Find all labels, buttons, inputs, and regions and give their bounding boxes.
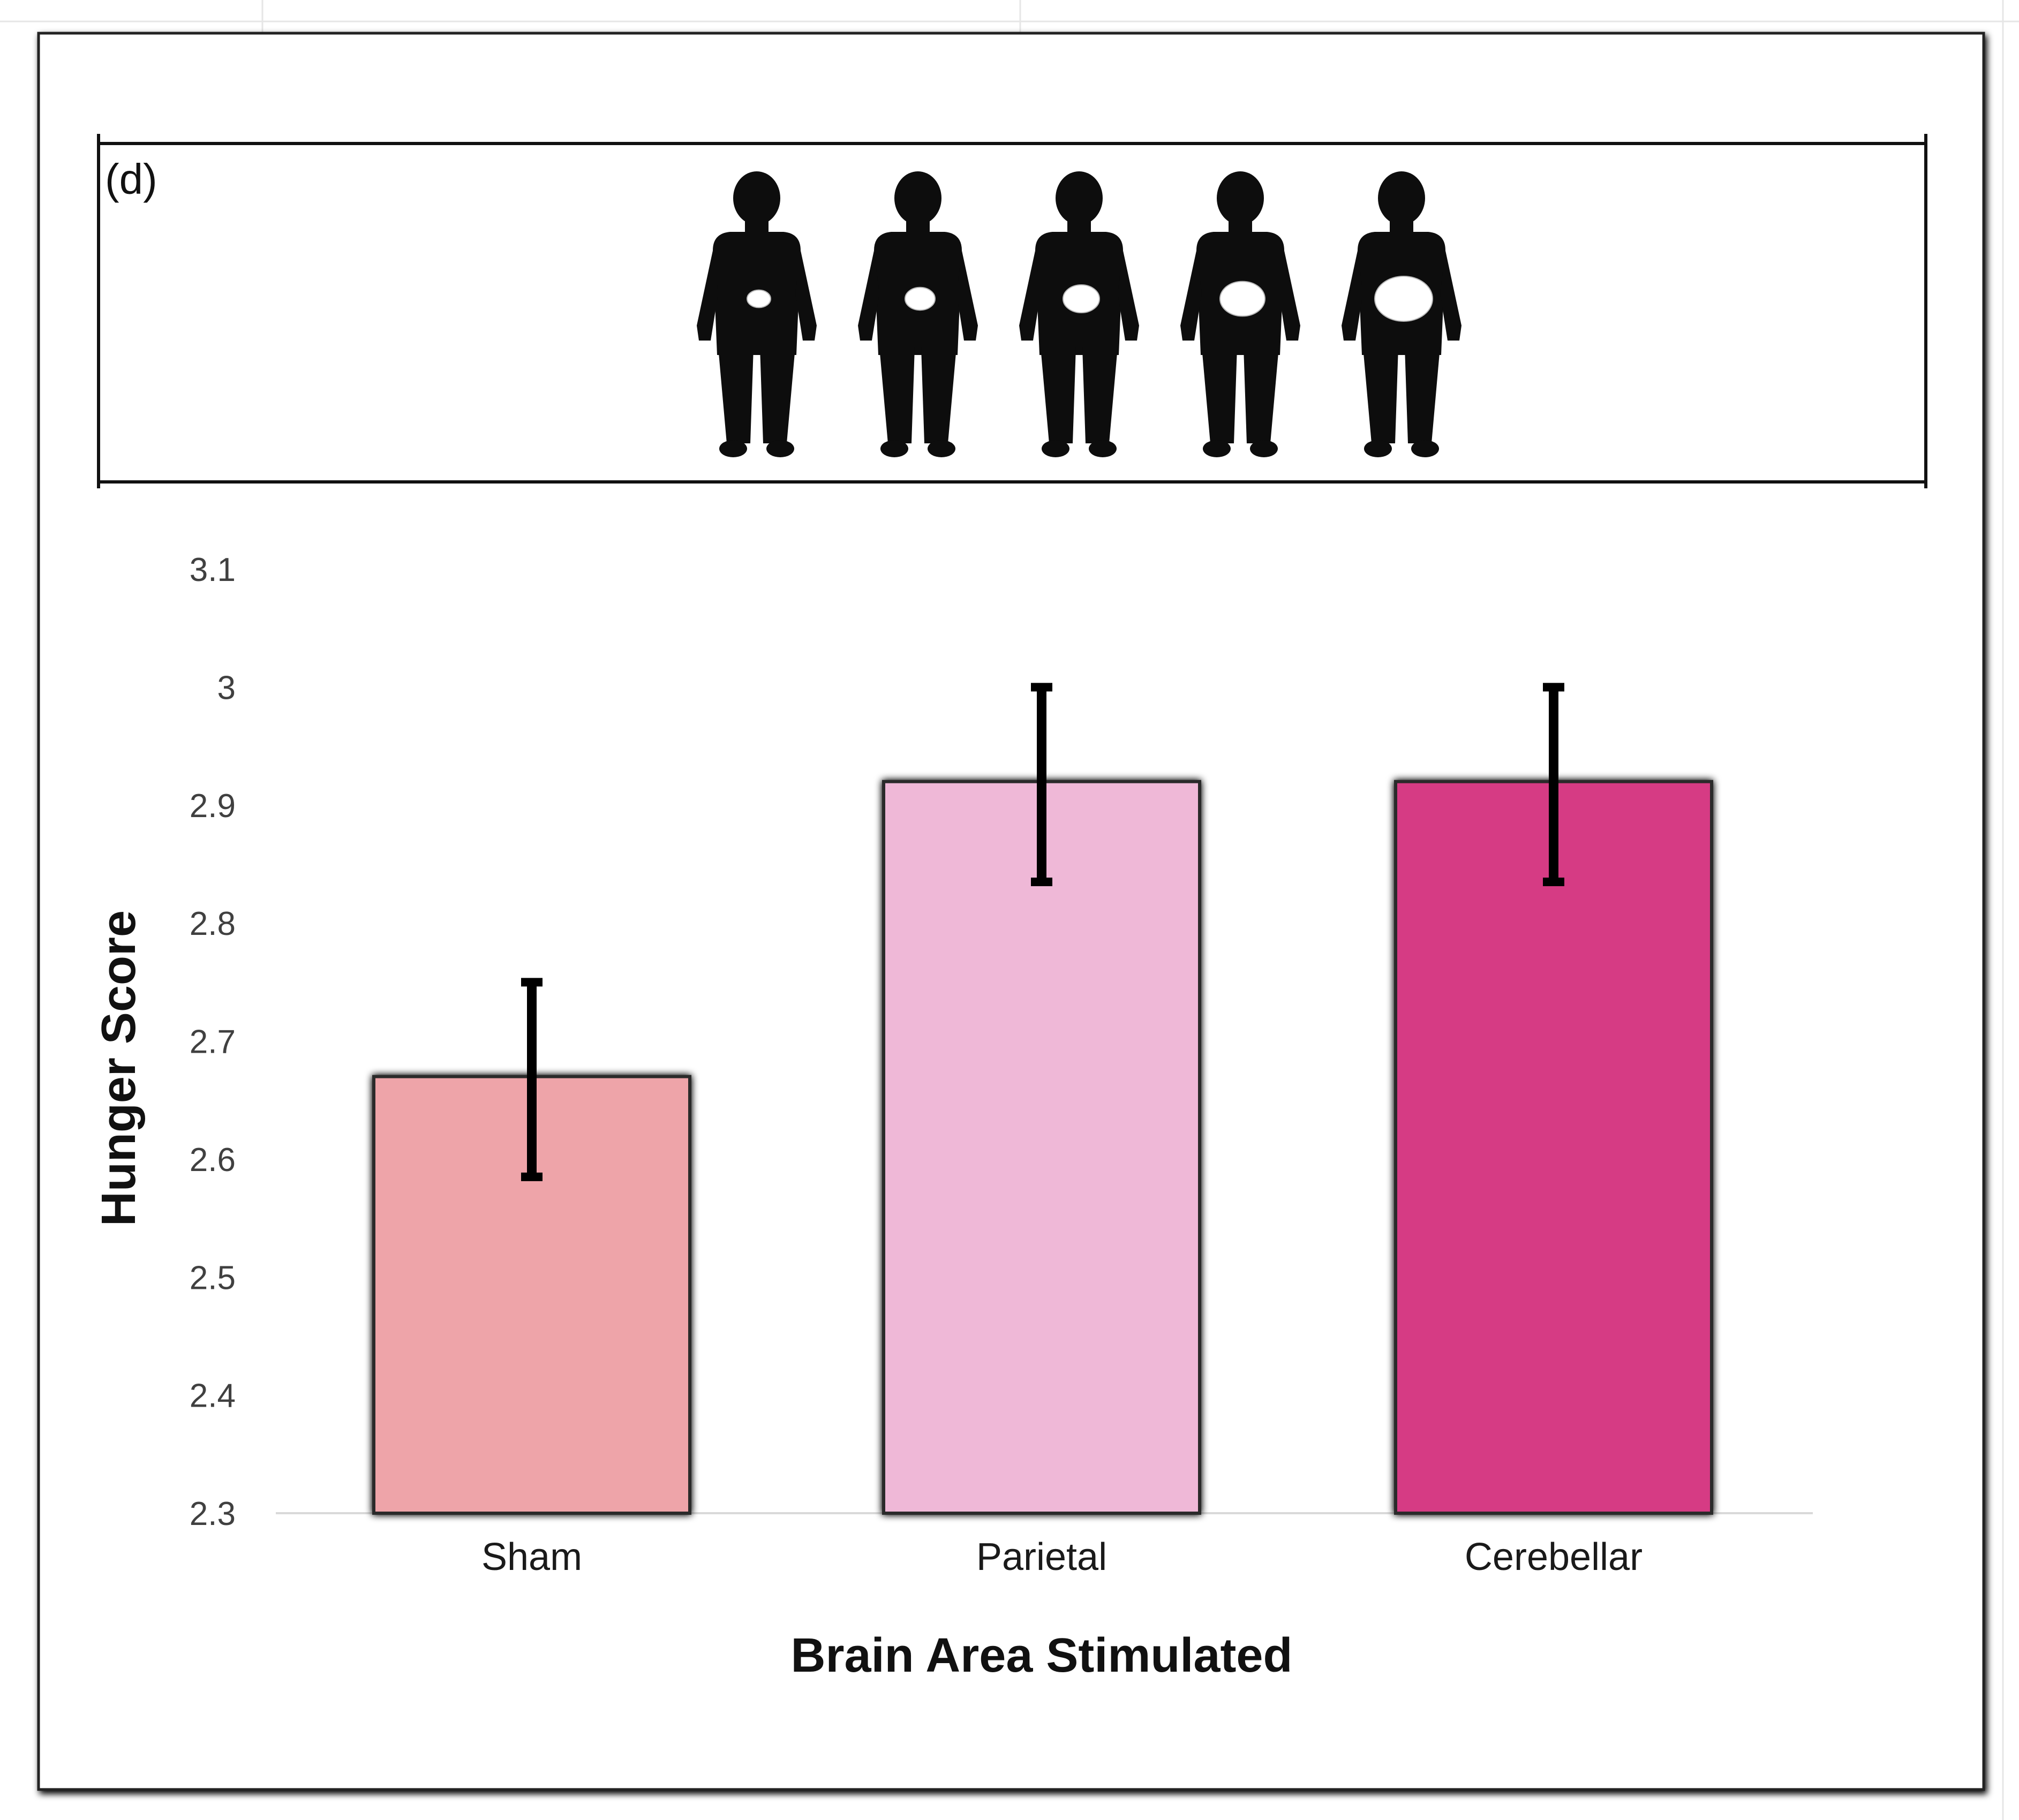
error-bar (1031, 683, 1052, 886)
y-tick-label: 2.8 (190, 905, 236, 942)
y-tick-label: 2.3 (190, 1496, 236, 1532)
human-silhouette-icon (1342, 171, 1461, 457)
stomach-icon (1063, 284, 1100, 313)
stomach-icon (905, 286, 936, 311)
stomach-icon (1374, 276, 1433, 322)
bar-parietal (882, 780, 1201, 1515)
human-silhouette-icon (858, 171, 978, 457)
illustration-box: (d) (97, 134, 1927, 488)
y-tick-label: 3.1 (190, 552, 236, 588)
y-axis-title: Hunger Score (92, 910, 146, 1226)
human-silhouette-icon (1180, 171, 1300, 457)
x-axis-title: Brain Area Stimulated (791, 1629, 1293, 1682)
silhouette-row (697, 171, 1461, 457)
y-tick-label: 2.9 (190, 788, 236, 825)
y-tick-label: 2.5 (190, 1259, 236, 1296)
y-tick-label: 2.7 (190, 1024, 236, 1061)
error-bar (521, 978, 543, 1181)
stomach-icon (747, 289, 771, 308)
human-silhouette-icon (1019, 171, 1139, 457)
stomach-icon (1219, 281, 1265, 317)
y-tick-label: 2.4 (190, 1378, 236, 1415)
human-silhouette-icon (697, 171, 817, 457)
y-tick-label: 3 (217, 669, 236, 706)
panel-label: (d) (105, 155, 157, 203)
x-tick-label: Sham (481, 1536, 582, 1579)
y-tick-label: 2.6 (190, 1142, 236, 1179)
x-tick-label: Cerebellar (1465, 1536, 1643, 1579)
x-tick-label: Parietal (976, 1536, 1107, 1579)
bar-cerebellar (1394, 780, 1713, 1515)
bar-chart: 2.3 2.4 2.5 2.6 2.7 2.8 2.9 3 3.1 Sham Parietal Cer… (92, 552, 1813, 1682)
error-bar (1543, 683, 1564, 886)
